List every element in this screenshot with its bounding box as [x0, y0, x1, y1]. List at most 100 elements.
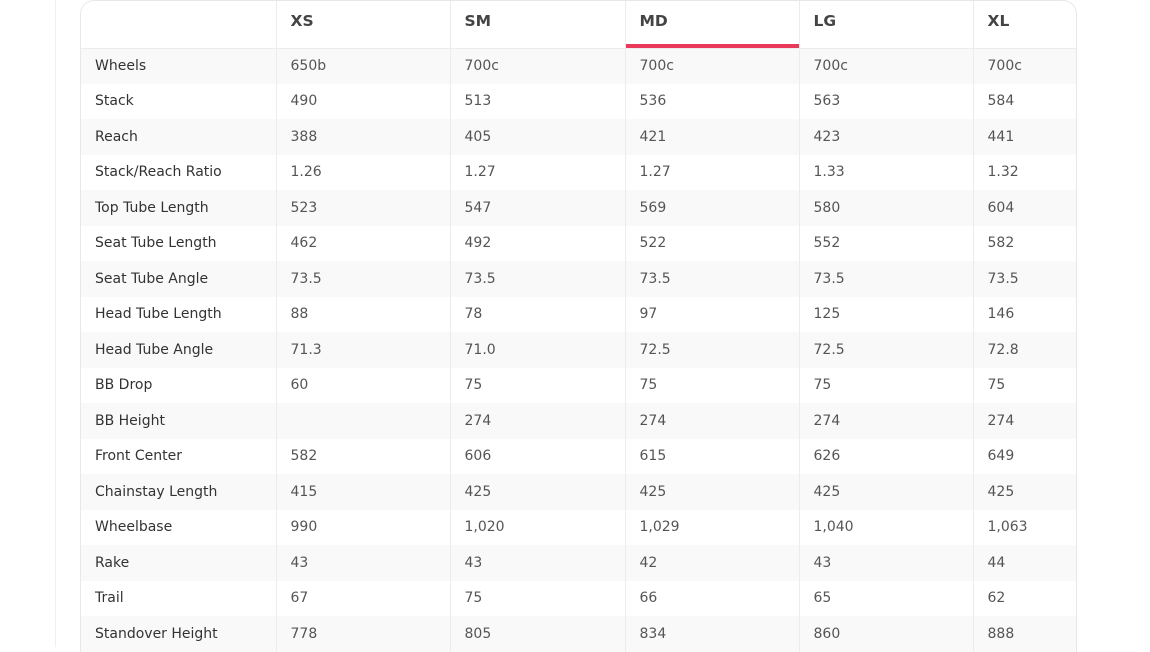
- geometry-table-container: XS SM MD LG XL Wheels 650b 700c 700c 700c 700c Sta…: [80, 0, 1077, 652]
- cell-sm: 274: [449, 403, 625, 439]
- table-row: Chainstay Length 415 425 425 425 425: [81, 474, 1076, 510]
- cell-lg: 43: [798, 545, 973, 581]
- table-row: BB Drop 60 75 75 75 75: [81, 367, 1076, 403]
- cell-xl: 649: [972, 438, 1076, 474]
- cell-xs: 388: [275, 119, 450, 155]
- cell-md: 522: [624, 225, 799, 261]
- cell-xs: 71.3: [275, 332, 450, 368]
- cell-xs: 582: [275, 438, 450, 474]
- row-label: Seat Tube Angle: [81, 261, 276, 297]
- cell-lg: 65: [798, 580, 973, 616]
- row-label: Reach: [81, 119, 276, 155]
- cell-lg: 580: [798, 190, 973, 226]
- cell-xs: 778: [275, 616, 450, 652]
- table-row: Standover Height 778 805 834 860 888: [81, 616, 1076, 652]
- cell-sm: 547: [449, 190, 625, 226]
- cell-xl: 1.32: [972, 154, 1076, 190]
- geometry-table: XS SM MD LG XL Wheels 650b 700c 700c 700c 700c Sta…: [81, 1, 1076, 652]
- cell-xs: 490: [275, 83, 450, 119]
- row-label: Stack/Reach Ratio: [95, 164, 222, 181]
- cell-sm: 71.0: [449, 332, 625, 368]
- cell-lg: 626: [798, 438, 973, 474]
- size-tab-md[interactable]: MD: [624, 1, 799, 49]
- table-row: Reach 388 405 421 423 441: [81, 119, 1076, 155]
- cell-lg: 860: [798, 616, 973, 652]
- table-header-row: XS SM MD LG XL: [81, 1, 1076, 49]
- cell-xl: 700c: [972, 48, 1076, 84]
- row-label: Front Center: [95, 448, 182, 465]
- cell-xs: 990: [275, 509, 450, 545]
- cell-lg: 700c: [798, 48, 973, 84]
- size-tab-xl[interactable]: XL: [972, 1, 1076, 49]
- cell-xl: 75: [972, 367, 1076, 403]
- cell-sm: 43: [449, 545, 625, 581]
- row-label: Wheelbase: [95, 519, 173, 536]
- cell-md: 72.5: [624, 332, 799, 368]
- cell-xl: 44: [972, 545, 1076, 581]
- table-row: Head Tube Length 88 78 97 125 146: [81, 296, 1076, 332]
- cell-md: 569: [624, 190, 799, 226]
- table-row: Stack 490 513 536 563 584: [81, 83, 1076, 119]
- cell-xl: 584: [972, 83, 1076, 119]
- cell-xs: 67: [275, 580, 450, 616]
- cell-xs: 415: [275, 474, 450, 510]
- cell-lg: 425: [798, 474, 973, 510]
- page-edge-divider: [55, 0, 56, 647]
- corner-header: [81, 1, 276, 49]
- cell-sm: 700c: [449, 48, 625, 84]
- cell-xs: [275, 403, 450, 439]
- size-tab-lg[interactable]: LG: [798, 1, 973, 49]
- table-row: Head Tube Angle 71.3 71.0 72.5 72.5 72.8: [81, 332, 1076, 368]
- table-row: BB Height 274 274 274 274: [81, 403, 1076, 439]
- cell-sm: 78: [449, 296, 625, 332]
- size-tab-sm[interactable]: SM: [449, 1, 625, 49]
- row-label: Wheels: [81, 48, 276, 84]
- cell-md: 421: [624, 119, 799, 155]
- table-row: Wheelbase 990 1,020 1,029 1,040 1,063: [81, 509, 1076, 545]
- cell-xl: 1,063: [972, 509, 1076, 545]
- cell-xs: 73.5: [275, 261, 450, 297]
- cell-sm: 1.27: [449, 154, 625, 190]
- size-tab-xs[interactable]: XS: [275, 1, 450, 49]
- cell-lg: 1,040: [798, 509, 973, 545]
- cell-sm: 425: [449, 474, 625, 510]
- cell-xs: 462: [275, 225, 450, 261]
- table-row: Rake 43 43 42 43 44: [81, 545, 1076, 581]
- cell-md: 834: [624, 616, 799, 652]
- cell-sm: 75: [449, 367, 625, 403]
- row-label: BB Drop: [95, 377, 153, 394]
- table-row: Seat Tube Angle 73.5 73.5 73.5 73.5 73.5: [81, 261, 1076, 297]
- cell-lg: 563: [798, 83, 973, 119]
- cell-md: 66: [624, 580, 799, 616]
- cell-xl: 582: [972, 225, 1076, 261]
- cell-xl: 888: [972, 616, 1076, 652]
- cell-lg: 125: [798, 296, 973, 332]
- cell-md: 274: [624, 403, 799, 439]
- row-label: Stack: [95, 93, 134, 110]
- cell-xs: 43: [275, 545, 450, 581]
- cell-sm: 75: [449, 580, 625, 616]
- row-label: Top Tube Length: [81, 190, 276, 226]
- row-label: Head Tube Length: [95, 306, 222, 323]
- row-label: Seat Tube Length: [95, 235, 217, 252]
- row-label: Chainstay Length: [81, 474, 276, 510]
- cell-xs: 650b: [275, 48, 450, 84]
- cell-xl: 73.5: [972, 261, 1076, 297]
- cell-md: 73.5: [624, 261, 799, 297]
- cell-sm: 405: [449, 119, 625, 155]
- cell-sm: 805: [449, 616, 625, 652]
- cell-xs: 1.26: [275, 154, 450, 190]
- cell-xs: 60: [275, 367, 450, 403]
- table-row: Front Center 582 606 615 626 649: [81, 438, 1076, 474]
- cell-sm: 73.5: [449, 261, 625, 297]
- row-label: BB Height: [81, 403, 276, 439]
- cell-lg: 552: [798, 225, 973, 261]
- table-row: Stack/Reach Ratio 1.26 1.27 1.27 1.33 1.32: [81, 154, 1076, 190]
- cell-xl: 441: [972, 119, 1076, 155]
- table-row: Seat Tube Length 462 492 522 552 582: [81, 225, 1076, 261]
- cell-md: 425: [624, 474, 799, 510]
- cell-xl: 62: [972, 580, 1076, 616]
- row-label: Standover Height: [81, 616, 276, 652]
- cell-xl: 146: [972, 296, 1076, 332]
- cell-md: 536: [624, 83, 799, 119]
